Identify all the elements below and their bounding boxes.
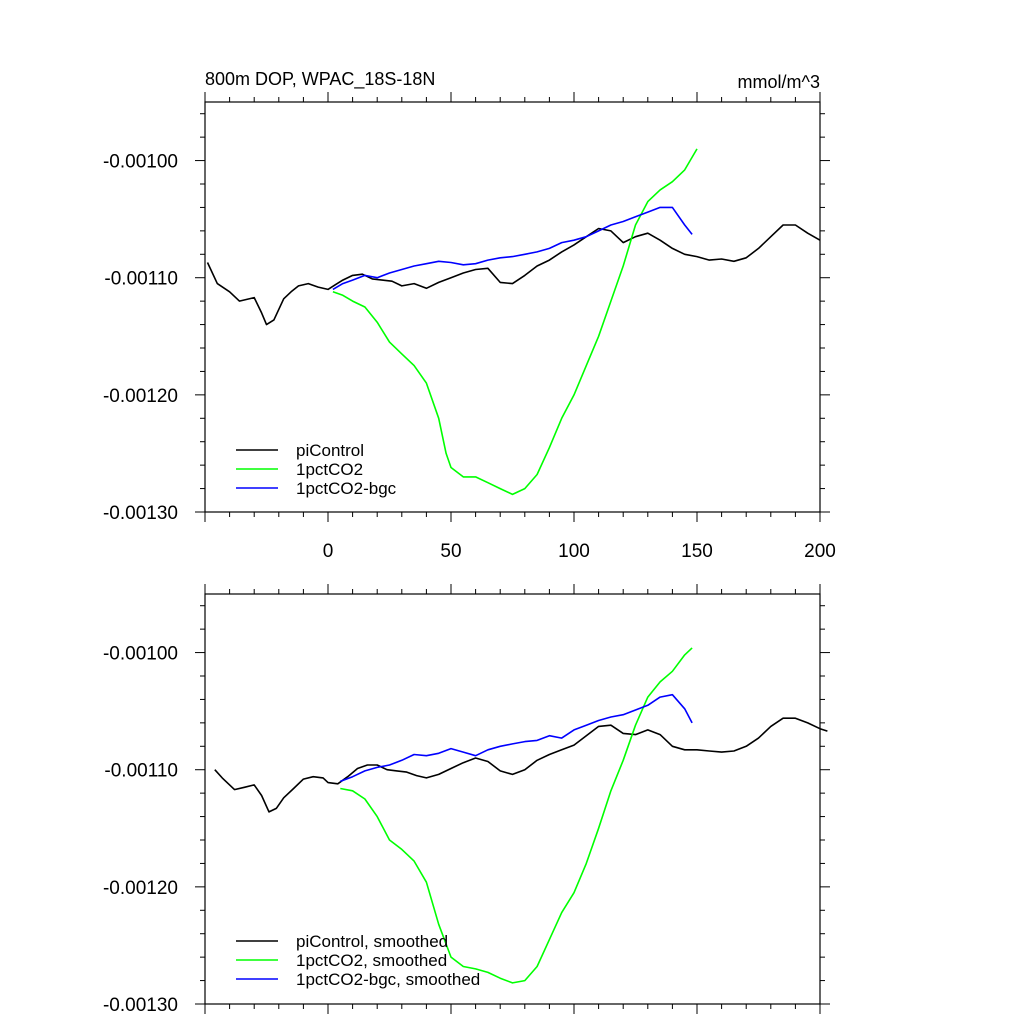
series-line-0	[206, 224, 821, 326]
y-tick-label: -0.00100	[103, 644, 178, 665]
series-line-0	[214, 717, 828, 813]
legend-label: piControl	[296, 441, 364, 460]
series-line-2	[332, 206, 693, 291]
legend-label: 1pctCO2-bgc	[296, 479, 397, 498]
legend-label: 1pctCO2-bgc, smoothed	[296, 970, 480, 989]
x-tick-label: 0	[323, 541, 334, 562]
units-label: mmol/m^3	[738, 72, 820, 92]
legend-label: piControl, smoothed	[296, 932, 448, 951]
y-tick-label: -0.00120	[103, 878, 178, 899]
series-line-1	[340, 647, 693, 984]
y-tick-label: -0.00130	[103, 503, 178, 524]
series-line-2	[340, 693, 693, 783]
plot-frame	[204, 101, 821, 513]
y-tick-label: -0.00110	[104, 269, 178, 290]
plot-frame	[204, 593, 821, 1005]
x-tick-label: 100	[558, 541, 590, 562]
y-tick-label: -0.00100	[103, 152, 178, 173]
series-line-1	[332, 148, 698, 496]
y-tick-label: -0.00110	[104, 761, 178, 782]
legend-label: 1pctCO2, smoothed	[296, 951, 447, 970]
x-tick-label: 150	[681, 541, 713, 562]
panel-bottom: -0.00100 -0.00110 -0.00120 -0.00130 piContro…	[103, 584, 830, 1016]
legend-label: 1pctCO2	[296, 460, 363, 479]
y-tick-label: -0.00130	[103, 995, 178, 1016]
x-tick-label: 50	[440, 541, 461, 562]
x-tick-label: 200	[804, 541, 836, 562]
y-tick-label: -0.00120	[103, 386, 178, 407]
panel-top: -0.00100 -0.00110 -0.00120 -0.00130 0 50 100 15…	[103, 69, 836, 562]
chart-title: 800m DOP, WPAC_18S-18N	[205, 69, 435, 90]
